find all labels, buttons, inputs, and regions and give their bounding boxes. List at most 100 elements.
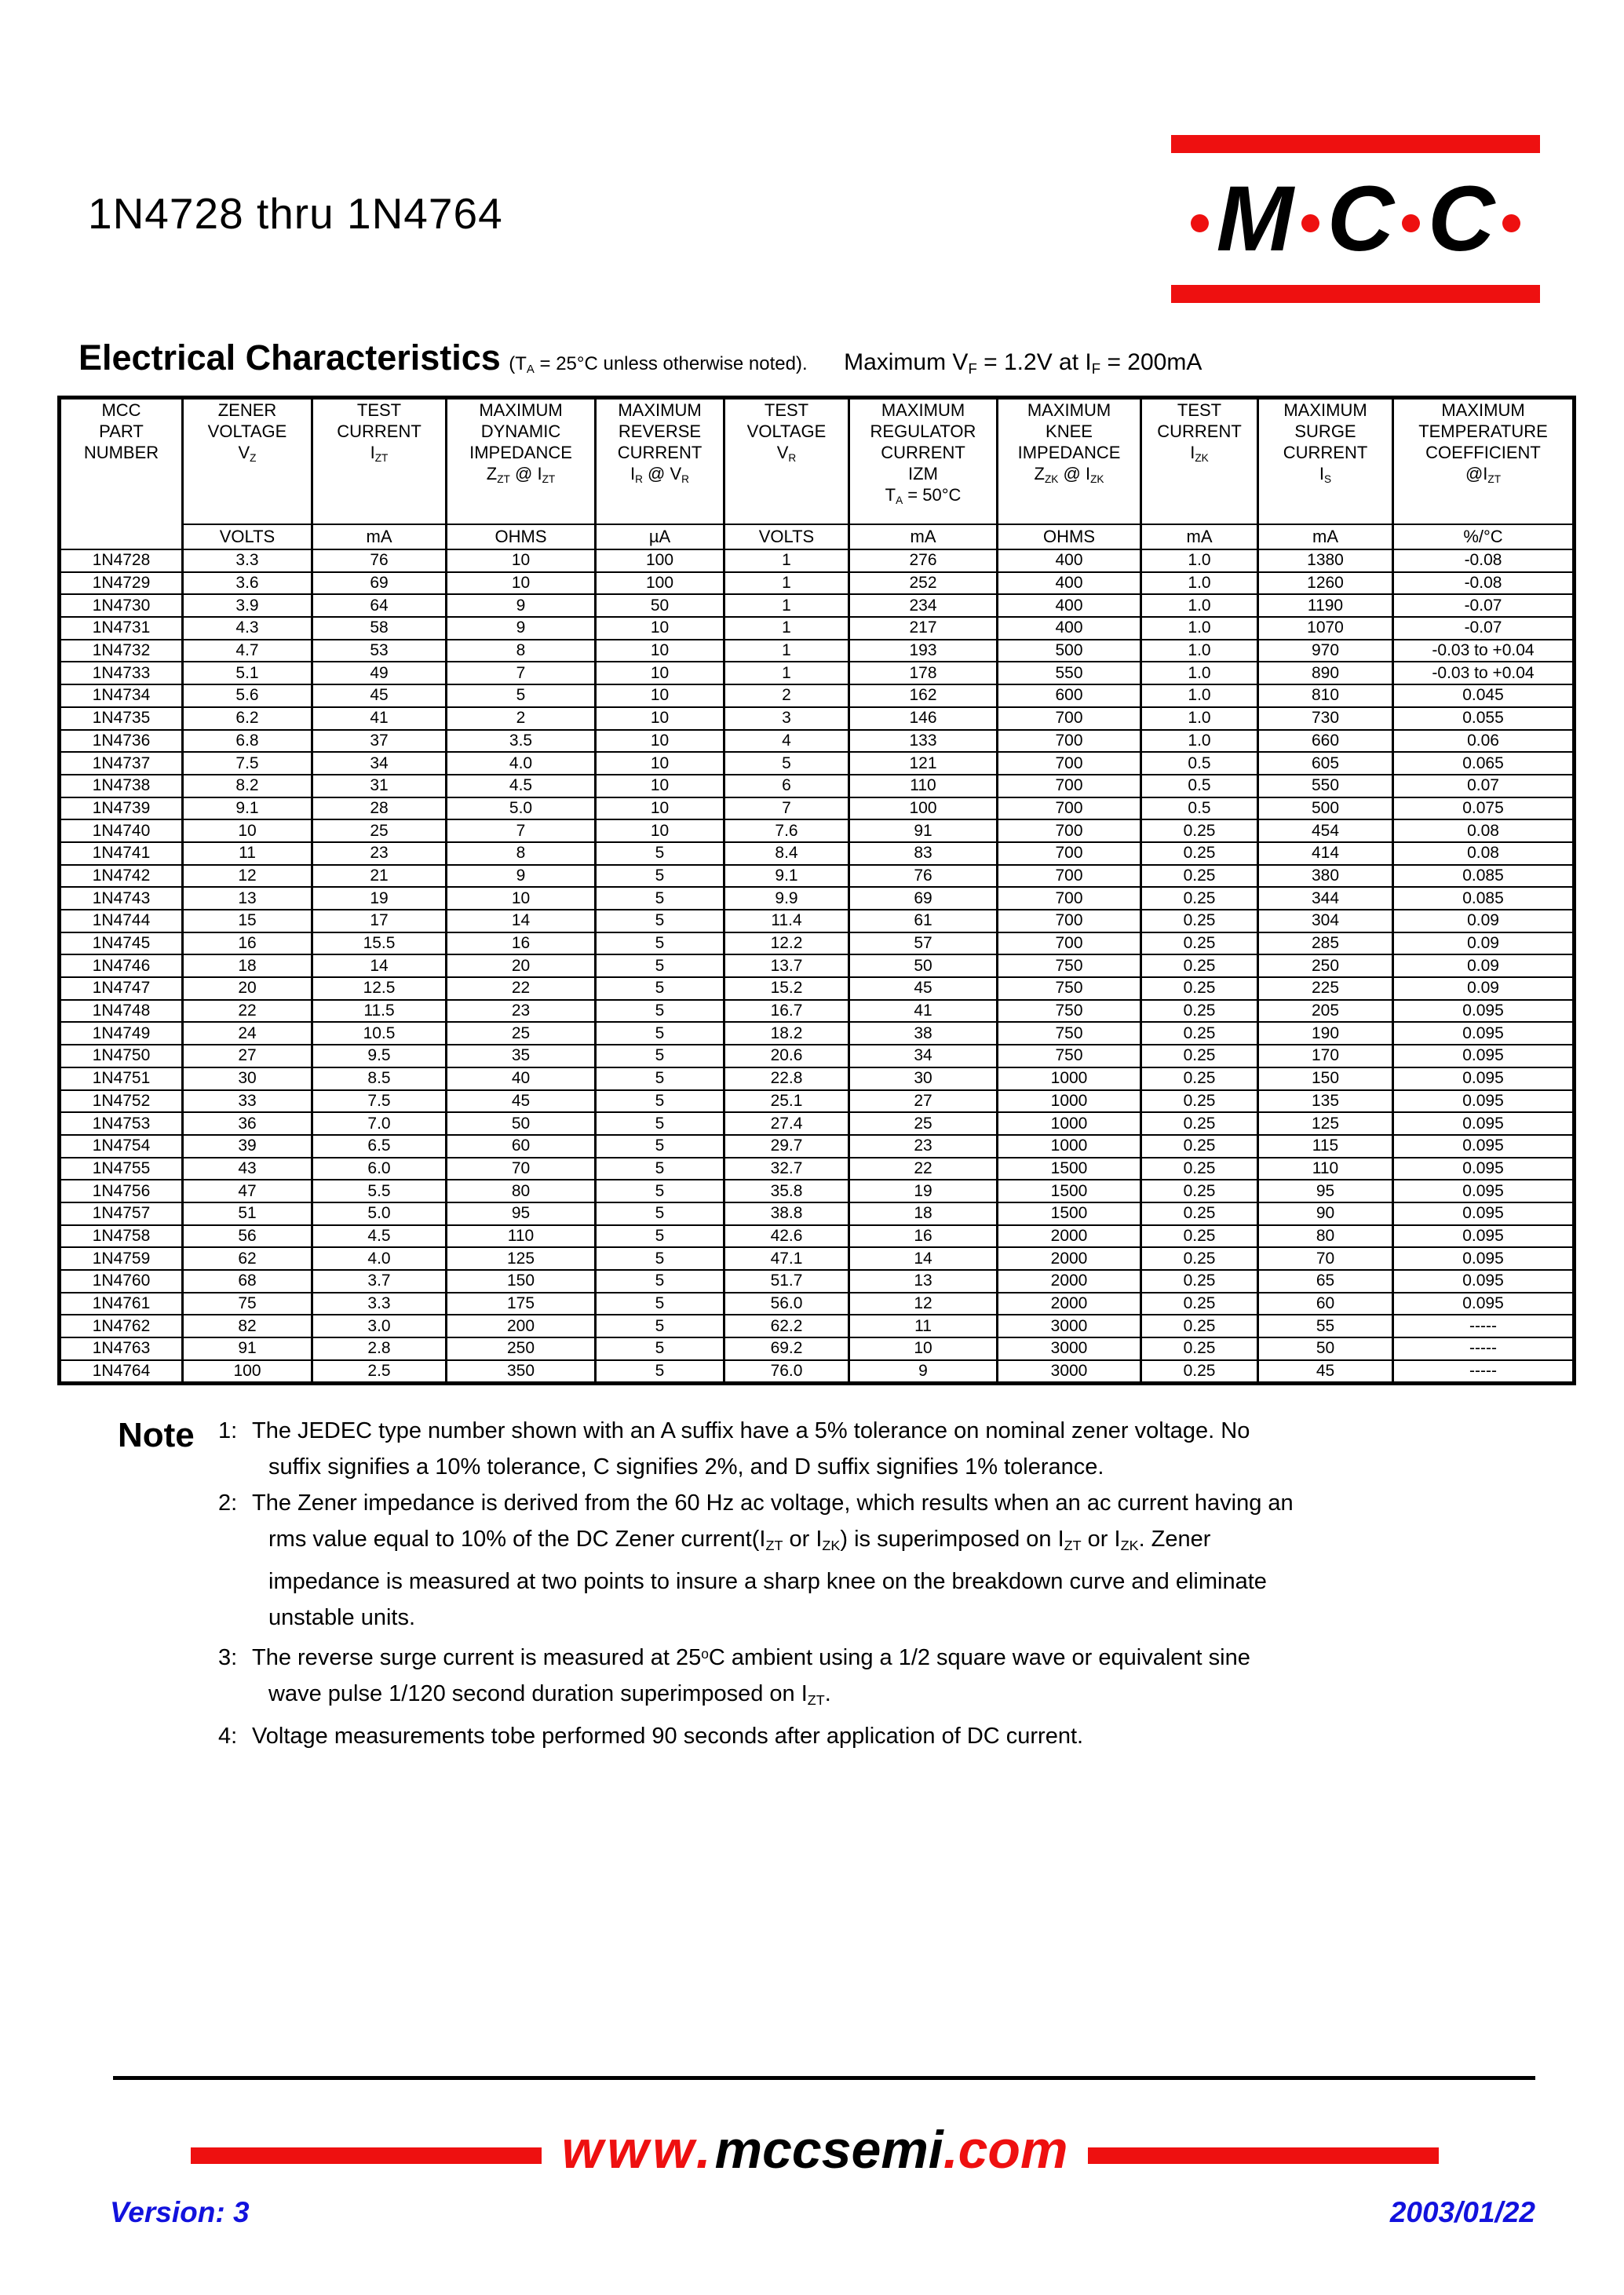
spec-cell: 750 <box>996 954 1142 979</box>
table-row: 1N4753 36 7.0 50 5 27.4 25 1000 0.25 125 0.095 <box>58 1111 1575 1136</box>
part-number-cell: 1N4764 <box>58 1359 184 1385</box>
spec-cell: 18 <box>181 954 313 979</box>
spec-cell: 7 <box>723 796 850 821</box>
spec-cell: 22 <box>181 998 313 1023</box>
spec-cell: ----- <box>1392 1314 1575 1339</box>
spec-cell: 0.075 <box>1392 796 1575 821</box>
spec-cell: 28 <box>311 796 447 821</box>
spec-cell: 68 <box>181 1269 313 1293</box>
table-row: 1N4760 68 3.7 150 5 51.7 13 2000 0.25 65 0.095 <box>58 1269 1575 1293</box>
spec-cell: 234 <box>848 593 998 618</box>
spec-cell: 0.25 <box>1140 1314 1259 1339</box>
spec-cell: 600 <box>996 684 1142 708</box>
spec-cell: 65 <box>1257 1269 1394 1293</box>
spec-cell: 100 <box>594 571 725 596</box>
spec-cell: 0.25 <box>1140 1269 1259 1293</box>
spec-cell: 700 <box>996 728 1142 753</box>
spec-cell: 57 <box>848 931 998 956</box>
spec-cell: 1 <box>723 638 850 663</box>
spec-cell: 0.25 <box>1140 863 1259 888</box>
spec-cell: 750 <box>996 1021 1142 1046</box>
note-number: 2: <box>218 1490 238 1516</box>
spec-cell: 3000 <box>996 1359 1142 1385</box>
spec-cell: 5 <box>594 909 725 933</box>
spec-cell: 7.5 <box>181 751 313 775</box>
spec-cell: 2000 <box>996 1291 1142 1316</box>
spec-cell: 400 <box>996 549 1142 573</box>
spec-cell: 9.9 <box>723 886 850 910</box>
table-row: 1N4731 4.3 58 9 10 1 217 400 1.0 1070 -0.07 <box>58 616 1575 640</box>
spec-cell: 0.095 <box>1392 1224 1575 1249</box>
spec-cell: 10 <box>594 728 725 753</box>
part-number-cell: 1N4737 <box>58 751 184 775</box>
spec-cell: 3.7 <box>311 1269 447 1293</box>
spec-cell: 700 <box>996 841 1142 866</box>
spec-cell: 1 <box>723 571 850 596</box>
spec-cell: 2.5 <box>311 1359 447 1385</box>
spec-cell: 252 <box>848 571 998 596</box>
table-row: 1N4755 43 6.0 70 5 32.7 22 1500 0.25 110 0.095 <box>58 1156 1575 1181</box>
spec-cell: 11 <box>181 841 313 866</box>
note-text: unstable units. <box>268 1605 416 1631</box>
spec-cell: 400 <box>996 593 1142 618</box>
table-row: 1N4728 3.3 76 10 100 1 276 400 1.0 1380 -0.08 <box>58 549 1575 573</box>
note-text: The reverse surge current is measured at… <box>252 1644 1250 1670</box>
table-row: 1N4764 100 2.5 350 5 76.0 9 3000 0.25 45 ----- <box>58 1359 1575 1385</box>
spec-cell: ----- <box>1392 1337 1575 1361</box>
spec-cell: 9.1 <box>181 796 313 821</box>
spec-cell: 47 <box>181 1179 313 1203</box>
spec-cell: 91 <box>181 1337 313 1361</box>
spec-cell: 276 <box>848 549 998 573</box>
spec-cell: 3.3 <box>311 1291 447 1316</box>
table-row: 1N4759 62 4.0 125 5 47.1 14 2000 0.25 70 0.095 <box>58 1246 1575 1271</box>
note-line: rms value equal to 10% of the DC Zener c… <box>268 1521 1507 1563</box>
note-line: wave pulse 1/120 second duration superim… <box>268 1676 1507 1718</box>
spec-cell: 19 <box>311 886 447 910</box>
spec-cell: 0.25 <box>1140 1044 1259 1068</box>
date-label: 2003/01/22 <box>1389 2196 1535 2228</box>
spec-cell: 69 <box>311 571 447 596</box>
note-line: 1: The JEDEC type number shown with an A … <box>218 1413 1507 1449</box>
version-label: Version: 3 <box>110 2196 250 2228</box>
spec-cell: 3000 <box>996 1337 1142 1361</box>
part-number-cell: 1N4755 <box>58 1156 184 1181</box>
spec-cell: 83 <box>848 841 998 866</box>
table-row: 1N4729 3.6 69 10 100 1 252 400 1.0 1260 -0.08 <box>58 571 1575 596</box>
spec-cell: 1.0 <box>1140 549 1259 573</box>
spec-cell: 2 <box>723 684 850 708</box>
spec-cell: 0.095 <box>1392 1066 1575 1091</box>
spec-cell: 50 <box>594 593 725 618</box>
spec-cell: 0.25 <box>1140 1246 1259 1271</box>
spec-cell: 0.25 <box>1140 1179 1259 1203</box>
spec-cell: 5 <box>594 1314 725 1339</box>
spec-cell: 2000 <box>996 1269 1142 1293</box>
column-header: MAXIMUM REVERSE CURRENT IR @ VR <box>594 396 725 525</box>
spec-cell: 34 <box>848 1044 998 1068</box>
spec-cell: 250 <box>445 1337 597 1361</box>
spec-cell: 60 <box>445 1133 597 1158</box>
part-number-cell: 1N4744 <box>58 909 184 933</box>
spec-cell: 3 <box>723 706 850 731</box>
spec-cell: 0.09 <box>1392 931 1575 956</box>
spec-cell: 0.25 <box>1140 841 1259 866</box>
note-number: 4: <box>218 1723 238 1749</box>
spec-cell: 0.095 <box>1392 1179 1575 1203</box>
spec-cell: 0.045 <box>1392 684 1575 708</box>
table-row: 1N4740 10 25 7 10 7.6 91 700 0.25 454 0.08 <box>58 819 1575 843</box>
spec-cell: 6.5 <box>311 1133 447 1158</box>
spec-cell: 10 <box>181 819 313 843</box>
unit-cell: mA <box>848 524 998 550</box>
spec-cell: 17 <box>311 909 447 933</box>
spec-cell: 10 <box>594 796 725 821</box>
spec-cell: 91 <box>848 819 998 843</box>
spec-cell: 1000 <box>996 1111 1142 1136</box>
spec-cell: 3.5 <box>445 728 597 753</box>
spec-cell: 133 <box>848 728 998 753</box>
spec-cell: 16 <box>181 931 313 956</box>
spec-cell: 0.25 <box>1140 1066 1259 1091</box>
spec-cell: 20.6 <box>723 1044 850 1068</box>
spec-cell: 30 <box>181 1066 313 1091</box>
spec-cell: 10 <box>594 773 725 798</box>
spec-cell: 3000 <box>996 1314 1142 1339</box>
spec-cell: 56 <box>181 1224 313 1249</box>
